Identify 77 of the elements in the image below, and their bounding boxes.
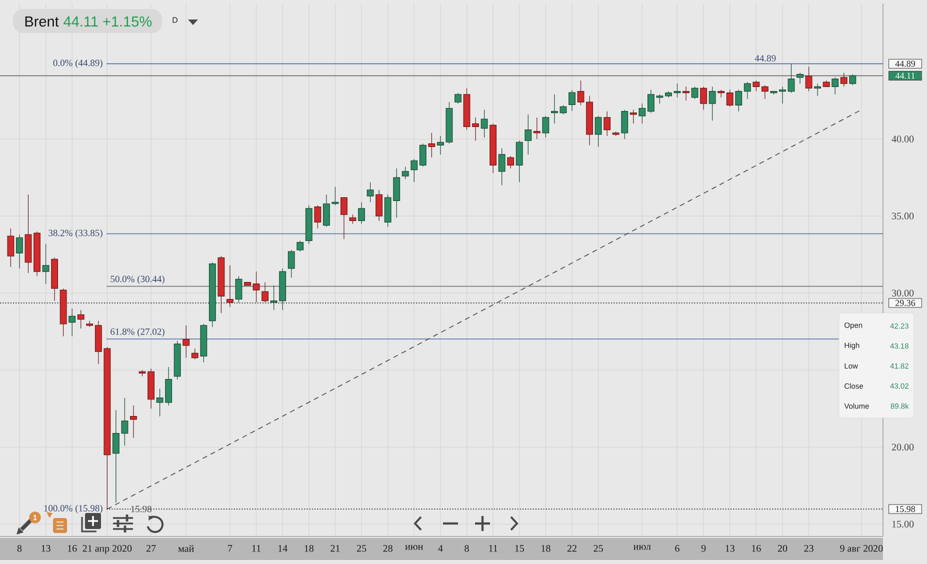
candlestick	[480, 109, 488, 138]
candlestick	[358, 202, 365, 224]
x-tick-label: 11	[252, 545, 260, 552]
candlestick	[16, 234, 23, 269]
x-tick-label: 13	[726, 545, 734, 552]
candlestick	[34, 231, 40, 276]
x-tick-label: 15	[515, 545, 524, 552]
y-tick-label: 40.00	[892, 136, 914, 142]
x-tick-label: 28	[383, 545, 392, 552]
x-tick-label: июн	[405, 545, 423, 550]
candlestick	[490, 123, 497, 174]
x-tick-label: 21	[330, 545, 340, 552]
candlestick	[682, 86, 690, 101]
candlestick	[42, 244, 50, 284]
x-tick-label: 27	[146, 545, 156, 552]
ref-line-label: 100.0% (15.98)	[44, 504, 102, 514]
candlestick	[148, 368, 154, 409]
candlestick	[708, 86, 716, 121]
x-tick-label: 25	[356, 545, 366, 552]
x-tick-label: 18	[304, 545, 314, 552]
ref-line-label: 0.0% (44.89)	[53, 59, 102, 68]
y-tick-label: 15.00	[892, 520, 914, 528]
x-tick-label: 22	[567, 545, 576, 552]
candlestick	[814, 83, 822, 96]
ref-line-label: 61.8% (27.02)	[110, 328, 164, 337]
x-tick-label: 4	[438, 545, 443, 552]
y-tick-label: 35.00	[892, 212, 914, 220]
annotation: D	[172, 17, 178, 23]
candlestick	[376, 190, 383, 221]
text: Brent	[25, 16, 59, 27]
x-tick-label: 6	[675, 545, 680, 552]
candlestick	[568, 90, 576, 112]
candlestick	[226, 265, 234, 308]
candlestick	[24, 194, 32, 274]
candlestick	[182, 325, 190, 358]
candlestick	[454, 92, 462, 104]
x-tick-label: 7	[228, 545, 232, 552]
candlestick	[779, 86, 786, 104]
text: 44.11 +1.15%	[64, 16, 152, 27]
candlestick	[761, 84, 768, 100]
candlestick	[796, 72, 804, 84]
x-tick-label: 16	[752, 545, 761, 552]
annotation: 44.89	[754, 55, 776, 62]
y-tick-label: 15.98	[896, 506, 916, 512]
x-tick-label: 11	[489, 545, 498, 552]
ref-line-label: 50.0% (30.44)	[110, 276, 164, 284]
candlestick	[700, 86, 708, 110]
x-tick-label: 21 апр 2020	[82, 545, 132, 554]
x-tick-label: 9 авг 2020	[840, 545, 883, 552]
annotation: 15.98	[131, 506, 152, 512]
x-tick-label: июл	[634, 545, 651, 550]
x-tick-label: 20	[778, 545, 788, 552]
x-tick-label: 14	[278, 545, 288, 552]
x-tick-label: 9	[701, 545, 706, 552]
y-tick-label: 20.00	[892, 444, 914, 451]
candlestick	[130, 405, 137, 438]
x-tick-label: 23	[804, 545, 814, 552]
candlestick	[805, 66, 812, 92]
candlestick	[51, 257, 58, 302]
ref-line-label: 38.2% (33.85)	[48, 229, 102, 238]
candlestick	[524, 114, 532, 155]
x-tick-label: 13	[42, 545, 50, 552]
x-tick-label: май	[178, 545, 194, 552]
x-tick-label: 8	[17, 545, 22, 552]
candlestick	[252, 271, 260, 303]
x-tick-label: 25	[594, 545, 603, 552]
candlestick	[262, 282, 268, 303]
x-tick-label: 18	[542, 545, 550, 552]
candlestick	[428, 132, 436, 158]
candlestick	[472, 117, 479, 141]
ref-line-label: 29.36	[895, 300, 916, 306]
candlestick	[665, 90, 672, 98]
y-tick-label: 44.11	[895, 72, 915, 79]
x-tick-label: 8	[464, 545, 469, 552]
x-tick-label: 16	[68, 545, 77, 552]
y-tick-label: 30.00	[892, 290, 914, 296]
y-tick-label: 44.89	[895, 60, 915, 67]
